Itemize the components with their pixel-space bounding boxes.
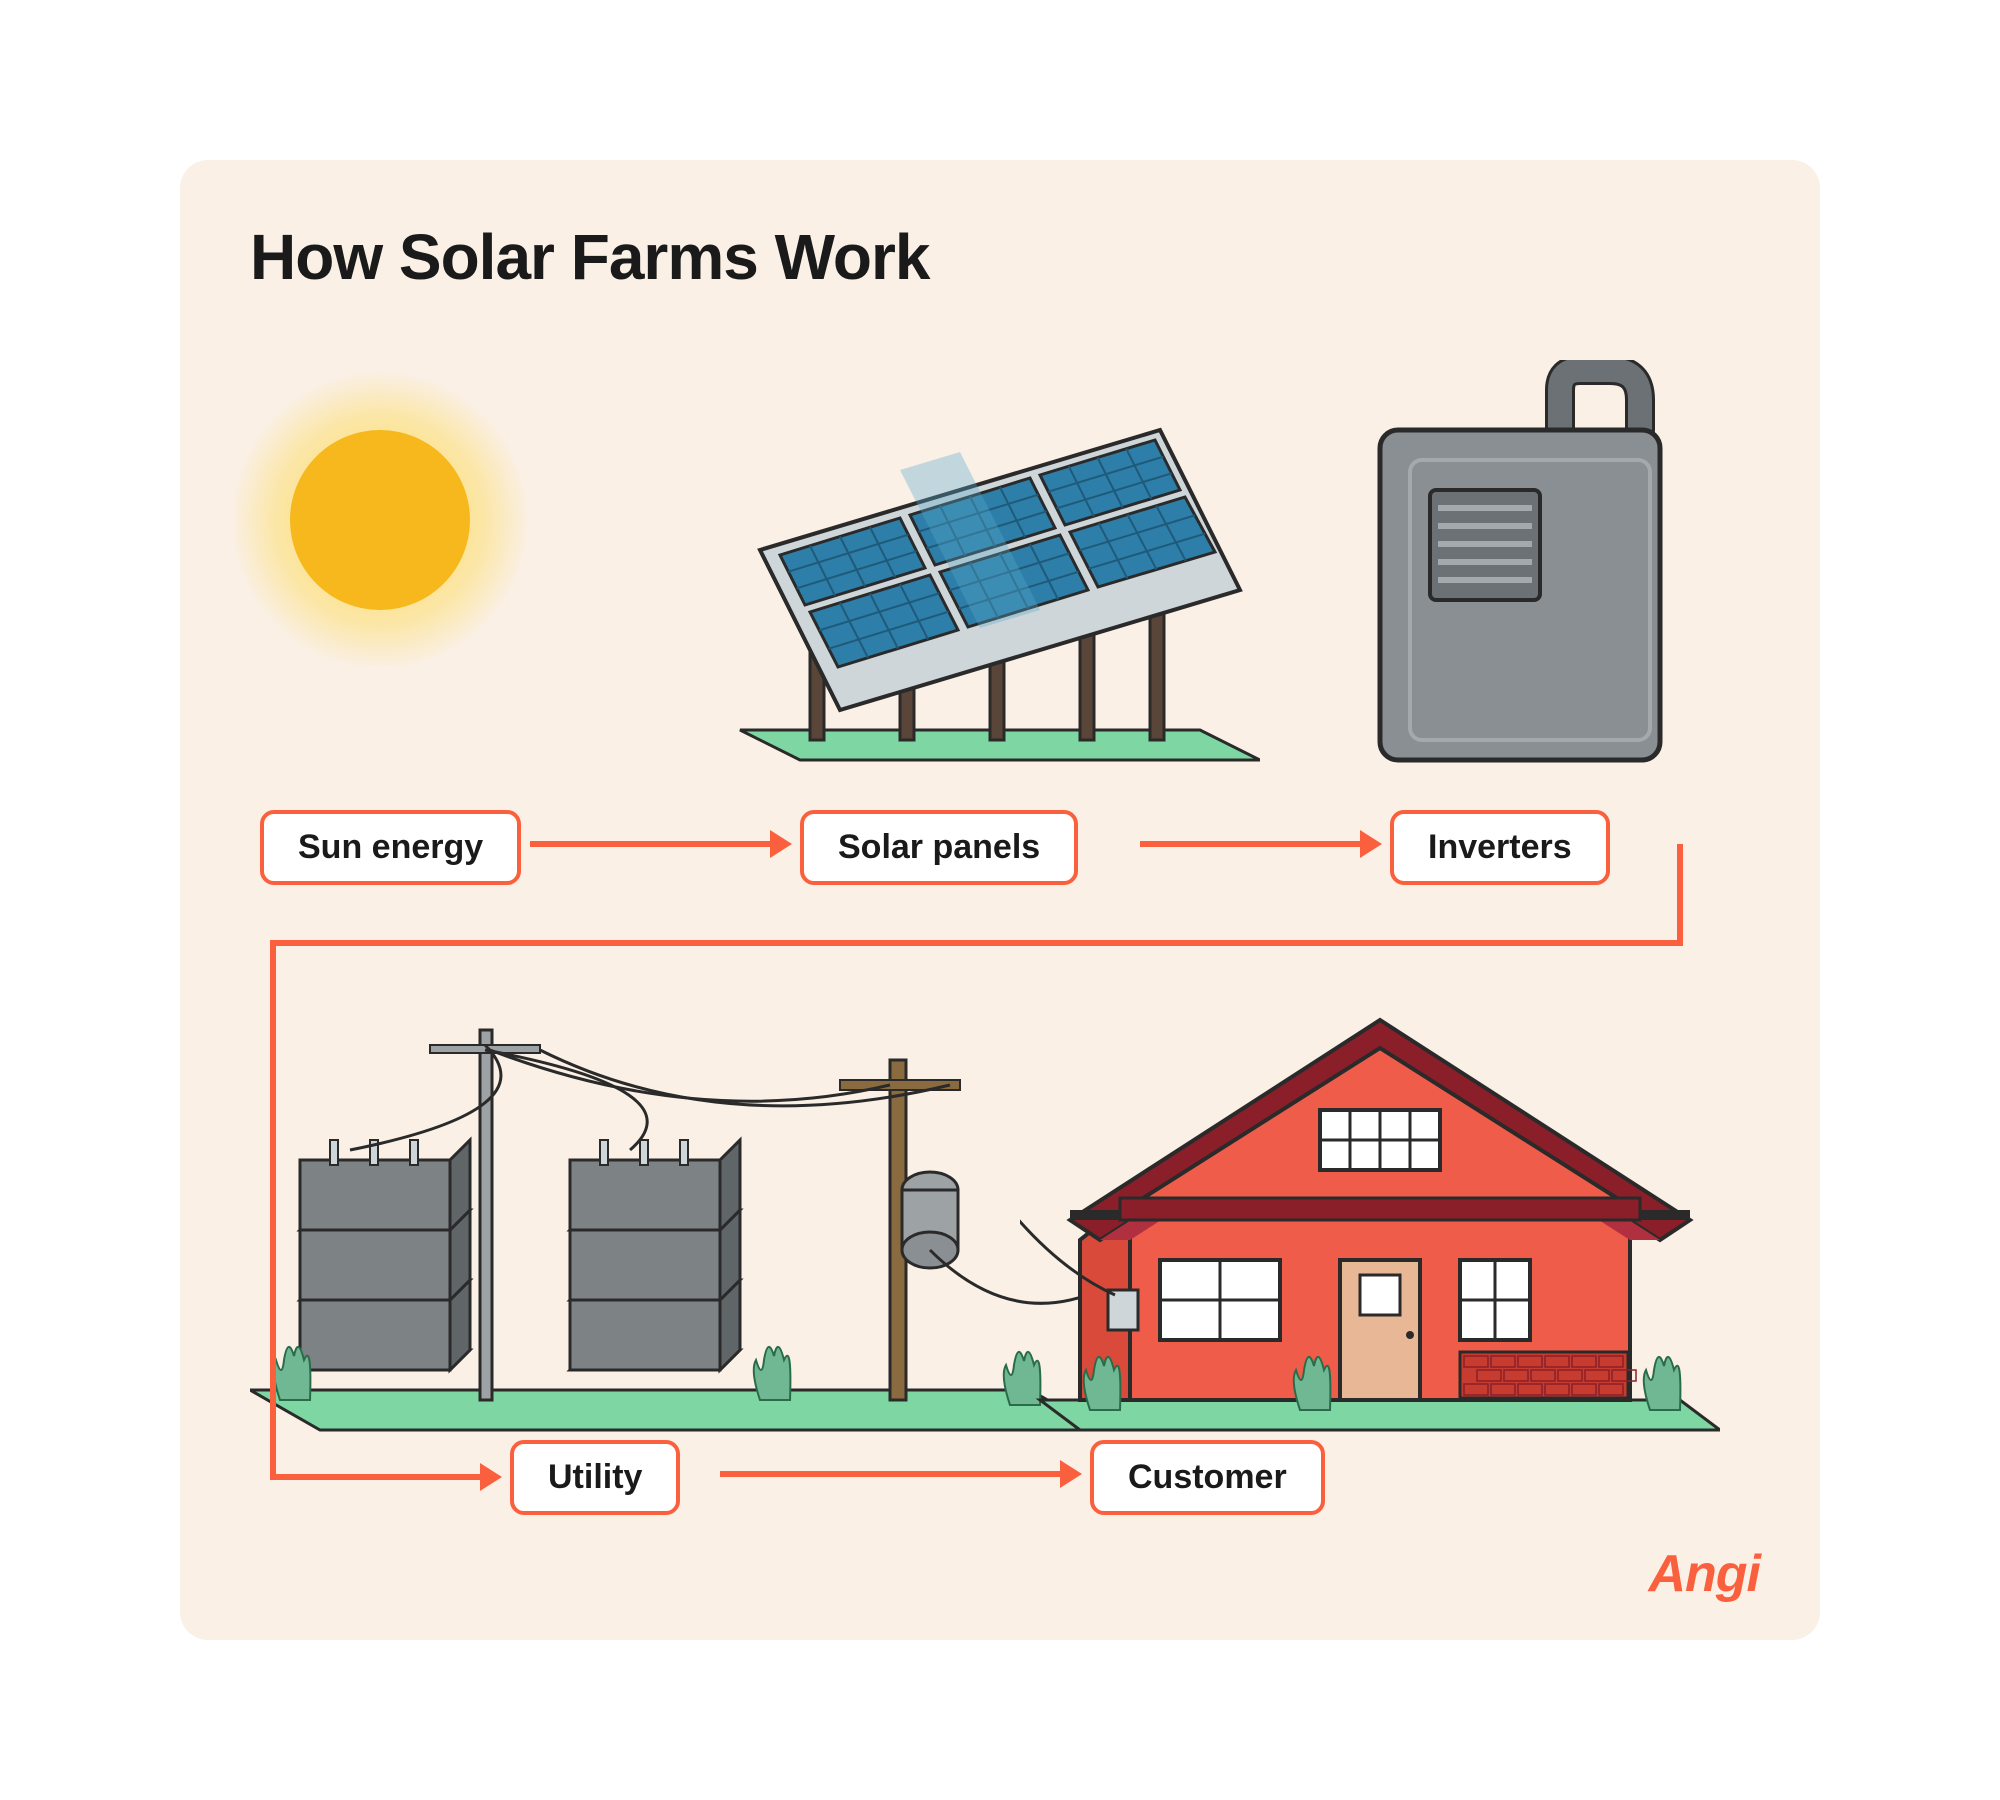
arrowhead-icon: [770, 830, 792, 858]
arrowhead-icon: [1360, 830, 1382, 858]
infographic-card: How Solar Farms Work Sun energy Solar pa…: [180, 160, 1820, 1640]
utility-icon: [250, 990, 1100, 1440]
connector-segment: [270, 940, 276, 1480]
label-customer: Customer: [1090, 1440, 1325, 1515]
arrowhead-icon: [1060, 1460, 1082, 1488]
solar-panels-icon: [700, 390, 1260, 770]
connector-segment: [1677, 844, 1683, 946]
connector-segment: [270, 1474, 480, 1480]
arrow-sun-to-panels: [530, 841, 770, 847]
page-title: How Solar Farms Work: [250, 220, 929, 294]
arrow-utility-to-customer: [720, 1471, 1060, 1477]
house-icon: [1020, 960, 1720, 1440]
inverter-icon: [1360, 360, 1680, 780]
arrow-panels-to-inverters: [1140, 841, 1360, 847]
sun-icon: [220, 360, 540, 680]
label-utility: Utility: [510, 1440, 680, 1515]
label-inverters: Inverters: [1390, 810, 1610, 885]
label-solar-panels: Solar panels: [800, 810, 1078, 885]
brand-logo: Angi: [1648, 1544, 1760, 1604]
arrowhead-icon: [480, 1463, 502, 1491]
connector-segment: [270, 940, 1683, 946]
label-sun-energy: Sun energy: [260, 810, 521, 885]
